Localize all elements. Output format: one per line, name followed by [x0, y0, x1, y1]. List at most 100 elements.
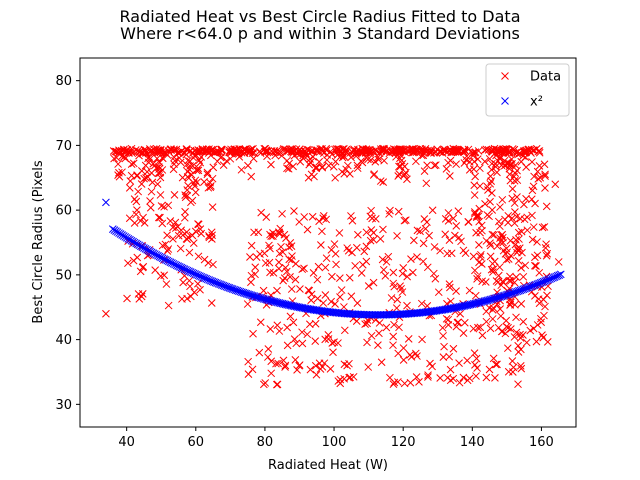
data-point [541, 184, 549, 192]
data-point [267, 160, 275, 169]
data-point [146, 197, 154, 205]
data-point [519, 272, 528, 281]
data-point [413, 226, 422, 235]
fit-point [466, 300, 475, 309]
data-point [506, 236, 515, 245]
data-point [200, 255, 209, 264]
fit-point [275, 299, 284, 307]
data-point [505, 164, 514, 173]
data-point [430, 243, 439, 251]
data-point [134, 187, 143, 196]
data-point [332, 260, 340, 269]
data-point [448, 147, 456, 156]
data-point [259, 286, 268, 295]
data-point [446, 376, 455, 385]
data-point [353, 299, 362, 307]
data-point [444, 217, 453, 225]
data-point [304, 286, 313, 295]
data-point [327, 297, 335, 306]
data-point [309, 269, 318, 277]
fit-point [303, 304, 312, 313]
data-point [455, 147, 464, 155]
data-point [191, 176, 200, 185]
fit-point [286, 301, 295, 310]
data-point [487, 165, 496, 174]
data-point [158, 154, 167, 162]
data-point [127, 160, 136, 168]
data-point [416, 227, 424, 236]
fit-point [289, 302, 298, 310]
data-point [255, 348, 264, 357]
data-point [349, 372, 358, 381]
data-point [538, 331, 546, 339]
data-point [488, 230, 497, 239]
data-point [482, 307, 491, 316]
data-point [164, 245, 173, 253]
data-point [358, 158, 367, 167]
data-point [343, 244, 352, 252]
x-tick-label: 40 [118, 435, 135, 450]
fit-point [283, 300, 291, 309]
data-point [442, 314, 451, 323]
data-point [514, 380, 522, 389]
data-point [438, 323, 447, 332]
data-point [520, 215, 529, 224]
data-point [163, 247, 172, 255]
fit-point [463, 301, 472, 310]
data-point [528, 158, 536, 166]
data-point [517, 264, 525, 272]
data-point [366, 236, 375, 245]
data-point [249, 329, 257, 338]
data-point [151, 266, 160, 274]
data-point [496, 154, 504, 163]
y-tick-label: 50 [55, 268, 72, 283]
data-point [535, 162, 544, 170]
data-point [420, 215, 429, 223]
data-point [352, 150, 360, 158]
data-point [286, 272, 294, 281]
data-point [515, 244, 524, 252]
data-point [252, 253, 261, 261]
data-point [533, 251, 542, 260]
axes-frame [79, 57, 577, 428]
data-point [514, 150, 522, 159]
data-point [519, 317, 528, 326]
data-point [379, 265, 388, 274]
data-point [419, 257, 428, 266]
data-point [510, 199, 519, 207]
data-point [424, 373, 432, 381]
data-point [132, 210, 140, 219]
data-point [527, 195, 536, 204]
data-point [401, 216, 410, 224]
data-point [536, 173, 545, 182]
data-point [440, 145, 449, 154]
data-point [394, 207, 403, 216]
data-point [509, 148, 518, 157]
x-tick-label: 140 [460, 435, 485, 450]
data-point [164, 201, 173, 210]
data-point [482, 317, 491, 326]
y-tick-label: 70 [55, 139, 72, 154]
data-point [422, 179, 431, 188]
data-point [328, 150, 336, 159]
data-point [308, 212, 317, 221]
data-point [249, 154, 258, 163]
data-point [485, 154, 494, 163]
data-point [222, 157, 231, 165]
data-point [340, 169, 349, 178]
data-point [283, 323, 291, 332]
data-point [318, 362, 327, 371]
data-point [340, 326, 349, 335]
data-point [516, 361, 525, 370]
fit-point [482, 296, 490, 305]
data-point [298, 328, 306, 337]
data-point [204, 183, 213, 192]
data-point [516, 149, 524, 158]
data-point [399, 344, 408, 352]
data-point [262, 213, 271, 221]
data-point [362, 228, 371, 237]
data-point [362, 145, 371, 154]
data-point [330, 240, 339, 248]
fit-point [452, 303, 461, 312]
data-point [376, 177, 385, 185]
